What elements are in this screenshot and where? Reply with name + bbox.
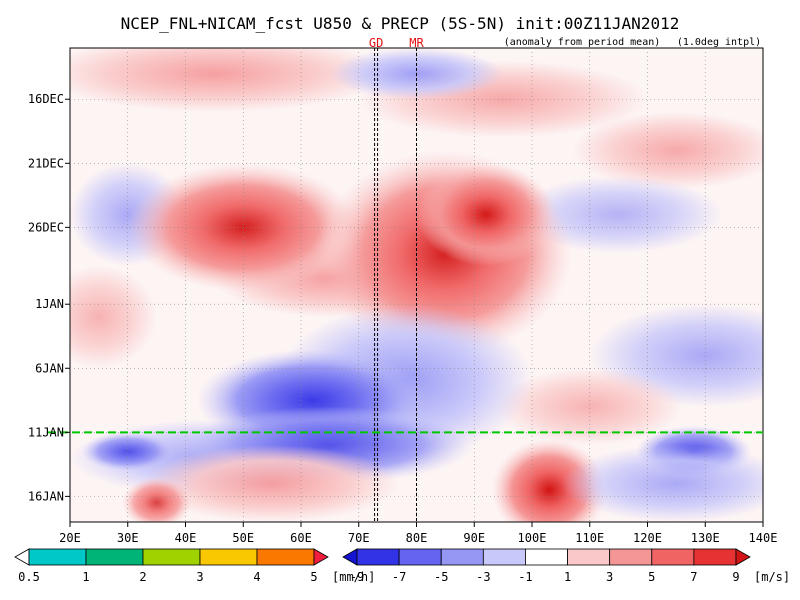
x-axis: 20E 30E 40E 50E 60E 70E 80E 90E 100E 110E 120E 130E… — [59, 522, 777, 545]
x-tick-label: 120E — [633, 531, 662, 545]
colorbar-swatch — [313, 548, 329, 566]
colorbar-label: 7 — [690, 570, 697, 584]
y-tick-label: 1JAN — [35, 297, 64, 311]
colorbar-label: 3 — [606, 570, 613, 584]
x-tick-label: 140E — [749, 531, 778, 545]
colorbar-label: 4 — [253, 570, 260, 584]
y-tick-label: 26DEC — [28, 220, 64, 234]
colorbar-swatch — [356, 548, 400, 566]
colorbar-label: -5 — [434, 570, 448, 584]
anomaly-field — [70, 48, 763, 522]
x-tick-label: 30E — [117, 531, 139, 545]
colorbar-label: 5 — [648, 570, 655, 584]
x-tick-label: 50E — [232, 531, 254, 545]
x-tick-label: 70E — [348, 531, 370, 545]
colorbar-unit: [m/s] — [754, 570, 790, 584]
chart-subtitle-left: (anomaly from period mean) — [504, 37, 661, 48]
x-tick-label: 90E — [463, 531, 485, 545]
x-tick-label: 100E — [518, 531, 547, 545]
x-tick-label: 130E — [691, 531, 720, 545]
marker-label-mr: MR — [409, 36, 424, 50]
colorbar-swatch — [735, 548, 751, 566]
x-tick-label: 60E — [290, 531, 312, 545]
colorbar-label: -9 — [350, 570, 364, 584]
colorbar-label: 1 — [82, 570, 89, 584]
colorbar-swatch — [693, 548, 737, 566]
colorbar-label: 3 — [196, 570, 203, 584]
colorbar-swatch — [440, 548, 484, 566]
chart-subtitle-right: (1.0deg intpl) — [677, 37, 761, 48]
x-tick-label: 40E — [175, 531, 197, 545]
colorbar-label: -3 — [476, 570, 490, 584]
colorbar-swatch — [398, 548, 442, 566]
y-tick-label: 6JAN — [35, 361, 64, 375]
colorbar-swatch — [142, 548, 201, 566]
wind-colorbar: -9 -7 -5 -3 -1 1 3 5 7 9 [m/s] — [342, 548, 790, 584]
colorbar-label: 0.5 — [18, 570, 40, 584]
colorbar-label: -7 — [392, 570, 406, 584]
chart-title: NCEP_FNL+NICAM_fcst U850 & PRECP (5S-5N)… — [121, 14, 680, 33]
y-tick-label: 16DEC — [28, 92, 64, 106]
location-markers: GD MR — [48, 36, 763, 522]
colorbar-swatch — [567, 548, 611, 566]
x-tick-label: 20E — [59, 531, 81, 545]
colorbar-label: 1 — [564, 570, 571, 584]
colorbar-label: -1 — [518, 570, 532, 584]
colorbar-swatch — [525, 548, 568, 566]
y-tick-label: 21DEC — [28, 156, 64, 170]
colorbar-swatch — [14, 548, 30, 566]
colorbar-label: 9 — [732, 570, 739, 584]
y-tick-label: 16JAN — [28, 489, 64, 503]
colorbar-swatch — [28, 548, 87, 566]
colorbar-swatch — [85, 548, 144, 566]
y-tick-label: 11JAN — [28, 425, 64, 439]
precip-colorbar: 0.5 1 2 3 4 5 [mm/h] — [14, 548, 375, 584]
colorbar-swatch — [256, 548, 315, 566]
colorbar-label: 5 — [310, 570, 317, 584]
colorbar-swatch — [199, 548, 258, 566]
x-tick-label: 110E — [575, 531, 604, 545]
colorbar-swatch — [342, 548, 358, 566]
marker-label-gd: GD — [369, 36, 383, 50]
colorbar-label: 2 — [139, 570, 146, 584]
colorbar-swatch — [651, 548, 695, 566]
x-tick-label: 80E — [406, 531, 428, 545]
colorbar-swatch — [609, 548, 653, 566]
y-axis: 16DEC 21DEC 26DEC 1JAN 6JAN 11JAN 16JAN — [28, 92, 70, 503]
colorbar-swatch — [482, 548, 526, 566]
colorbar-unit: [mm/h] — [332, 570, 375, 584]
